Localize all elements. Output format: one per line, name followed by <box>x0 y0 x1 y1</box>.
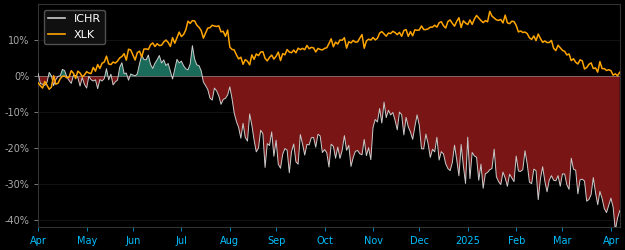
Legend: ICHR, XLK: ICHR, XLK <box>44 10 106 44</box>
